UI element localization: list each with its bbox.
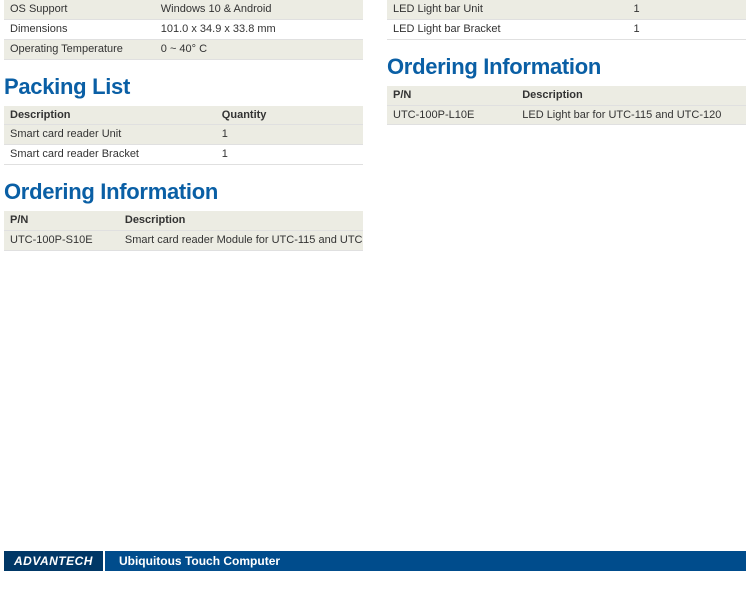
cell: 0 ~ 40° C <box>155 39 363 59</box>
cell: LED Light bar Bracket <box>387 19 628 39</box>
cell: Smart card reader Module for UTC-115 and… <box>119 230 363 250</box>
cell: 101.0 x 34.9 x 33.8 mm <box>155 19 363 39</box>
table-row: OS SupportWindows 10 & Android <box>4 0 363 19</box>
ordering-info-heading: Ordering Information <box>387 54 746 80</box>
col-header: Description <box>516 86 746 105</box>
cell: LED Light bar Unit <box>387 0 628 19</box>
col-header: Description <box>119 211 363 230</box>
cell: Operating Temperature <box>4 39 155 59</box>
packing-list-table: Description Quantity Smart card reader U… <box>4 106 363 166</box>
ordering-info-heading: Ordering Information <box>4 179 363 205</box>
table-row: LED Light bar Bracket1 <box>387 19 746 39</box>
cell: LED Light bar for UTC-115 and UTC-120 <box>516 105 746 125</box>
brand-logo: ADVANTECH <box>4 551 105 571</box>
table-row: Dimensions101.0 x 34.9 x 33.8 mm <box>4 19 363 39</box>
col-header: P/N <box>4 211 119 230</box>
cell: Smart card reader Unit <box>4 125 216 145</box>
cell: Smart card reader Bracket <box>4 145 216 165</box>
cell: Windows 10 & Android <box>155 0 363 19</box>
cell: 1 <box>628 0 746 19</box>
table-row: Smart card reader Unit1 <box>4 125 363 145</box>
cell: 1 <box>628 19 746 39</box>
cell: Dimensions <box>4 19 155 39</box>
ordering-info-table: P/N Description UTC-100P-S10ESmart card … <box>4 211 363 251</box>
specs-table: OS SupportWindows 10 & AndroidDimensions… <box>4 0 363 60</box>
footer-tagline: Ubiquitous Touch Computer <box>105 551 294 571</box>
col-header: P/N <box>387 86 516 105</box>
table-row: Smart card reader Bracket1 <box>4 145 363 165</box>
table-row: UTC-100P-L10ELED Light bar for UTC-115 a… <box>387 105 746 125</box>
col-header: Quantity <box>216 106 363 125</box>
packing-list-heading: Packing List <box>4 74 363 100</box>
cell: UTC-100P-S10E <box>4 230 119 250</box>
ordering-info-table: P/N Description UTC-100P-L10ELED Light b… <box>387 86 746 126</box>
cell: 1 <box>216 145 363 165</box>
page-footer: ADVANTECH Ubiquitous Touch Computer <box>4 551 746 571</box>
packing-list-table: LED Light bar Unit1LED Light bar Bracket… <box>387 0 746 40</box>
table-row: UTC-100P-S10ESmart card reader Module fo… <box>4 230 363 250</box>
cell: UTC-100P-L10E <box>387 105 516 125</box>
table-row: Operating Temperature0 ~ 40° C <box>4 39 363 59</box>
table-row: LED Light bar Unit1 <box>387 0 746 19</box>
cell: OS Support <box>4 0 155 19</box>
col-header: Description <box>4 106 216 125</box>
cell: 1 <box>216 125 363 145</box>
